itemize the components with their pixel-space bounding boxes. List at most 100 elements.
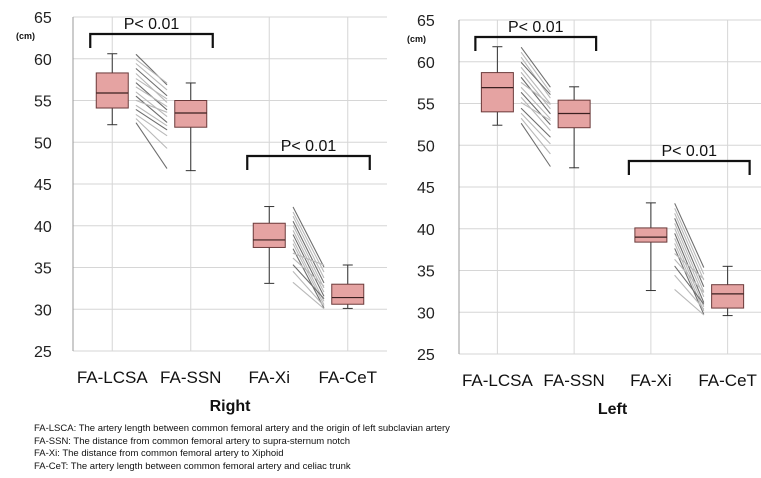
paired-line-0-12 xyxy=(135,109,168,131)
y-tick-label-45: 45 xyxy=(34,177,52,194)
paired-line-0-5 xyxy=(520,72,551,110)
significance-bracket-0 xyxy=(89,32,214,48)
box-3 xyxy=(331,283,365,305)
y-tick-label-55: 55 xyxy=(417,97,435,114)
y-tick-label-55: 55 xyxy=(34,94,52,111)
panel-title: Right xyxy=(210,398,252,415)
paired-line-0-2 xyxy=(520,57,551,99)
paired-line-0-15 xyxy=(135,122,168,169)
paired-line-0-0 xyxy=(520,47,551,88)
paired-line-1-2 xyxy=(292,216,325,279)
category-label-2: FA-Xi xyxy=(248,368,290,387)
paired-line-1-2 xyxy=(674,213,705,281)
paired-line-1-14 xyxy=(674,289,705,316)
paired-line-1-13 xyxy=(674,274,705,310)
paired-line-0-7 xyxy=(520,82,551,105)
category-label-0: FA-LCSA xyxy=(462,371,534,390)
y-tick-label-25: 25 xyxy=(417,347,435,364)
paired-line-1-3 xyxy=(292,221,325,284)
paired-line-1-4 xyxy=(674,223,705,292)
paired-line-0-4 xyxy=(135,73,168,103)
paired-line-1-10 xyxy=(674,253,705,280)
y-axis-unit: (cm) xyxy=(407,34,426,44)
significance-bracket-1 xyxy=(627,159,751,175)
y-tick-label-65: 65 xyxy=(417,13,435,30)
paired-line-0-9 xyxy=(135,95,168,123)
y-tick-label-30: 30 xyxy=(417,305,435,322)
paired-line-1-7 xyxy=(674,238,705,307)
significance-label-1: P< 0.01 xyxy=(661,143,717,160)
paired-line-0-10 xyxy=(520,97,551,131)
significance-label-0: P< 0.01 xyxy=(124,16,180,33)
category-label-1: FA-SSN xyxy=(160,368,221,387)
paired-line-0-8 xyxy=(135,91,168,117)
paired-line-1-7 xyxy=(292,239,325,302)
paired-line-0-15 xyxy=(520,122,551,167)
legend-line-fa-xi: FA-Xi: The distance from common femoral … xyxy=(34,448,284,459)
paired-line-1-1 xyxy=(292,211,325,273)
paired-line-0-1 xyxy=(520,52,551,93)
y-tick-label-60: 60 xyxy=(417,55,435,72)
paired-line-0-3 xyxy=(135,68,168,97)
y-tick-label-35: 35 xyxy=(417,264,435,281)
significance-label-0: P< 0.01 xyxy=(508,19,564,36)
paired-line-0-13 xyxy=(520,112,551,145)
paired-line-1-9 xyxy=(292,248,325,309)
paired-line-1-14 xyxy=(292,281,325,309)
legend-line-fa-ssn: FA-SSN: The distance from common femoral… xyxy=(34,435,351,447)
paired-line-1-5 xyxy=(292,230,325,293)
paired-line-0-2 xyxy=(135,63,168,91)
paired-line-0-9 xyxy=(520,92,551,125)
paired-line-0-5 xyxy=(135,78,168,100)
paired-line-1-8 xyxy=(674,243,705,312)
legend-line-fa-lsca: FA-LSCA: The artery length between commo… xyxy=(34,423,450,434)
paired-line-1-6 xyxy=(674,233,705,303)
paired-line-1-8 xyxy=(292,243,325,305)
y-tick-label-65: 65 xyxy=(34,10,52,27)
paired-line-1-13 xyxy=(292,271,325,307)
y-tick-label-40: 40 xyxy=(34,219,52,236)
paired-line-1-0 xyxy=(292,206,325,268)
y-tick-label-45: 45 xyxy=(417,180,435,197)
box-2 xyxy=(252,222,286,248)
y-tick-label-60: 60 xyxy=(34,52,52,69)
category-label-1: FA-SSN xyxy=(543,371,604,390)
y-tick-label-50: 50 xyxy=(34,135,52,152)
paired-line-1-10 xyxy=(292,252,325,266)
paired-line-1-6 xyxy=(292,234,325,297)
paired-line-1-11 xyxy=(292,257,325,287)
right-panel: 25 30 35 40 45 50 55 60 65 (cm) FA-LCSA FA-SSN FA-Xi… xyxy=(16,10,387,415)
paired-line-0-4 xyxy=(520,67,551,105)
category-label-3: FA-CeT xyxy=(698,371,757,390)
paired-line-1-12 xyxy=(674,265,705,305)
paired-line-1-12 xyxy=(292,264,325,299)
box-1 xyxy=(174,100,208,128)
abbreviation-legend: FA-LSCA: The artery length between commo… xyxy=(34,423,450,473)
paired-line-1-11 xyxy=(674,259,705,293)
box-3 xyxy=(711,284,745,309)
box-2 xyxy=(634,227,668,243)
paired-line-0-1 xyxy=(135,59,168,84)
left-panel: 25 30 35 40 45 50 55 60 65 (cm) FA-LCSA FA-SSN FA-Xi… xyxy=(407,13,761,418)
paired-line-0-11 xyxy=(135,104,168,127)
y-tick-label-40: 40 xyxy=(417,222,435,239)
paired-line-0-10 xyxy=(135,99,168,113)
category-label-2: FA-Xi xyxy=(630,371,672,390)
paired-line-0-12 xyxy=(520,107,551,138)
paired-line-0-13 xyxy=(135,114,168,137)
paired-line-0-8 xyxy=(520,87,551,120)
box-0 xyxy=(95,72,129,109)
legend-line-fa-cet: FA-CeT: The artery length between common… xyxy=(34,460,351,472)
y-tick-label-35: 35 xyxy=(34,261,52,278)
paired-line-1-5 xyxy=(674,228,705,297)
y-tick-label-30: 30 xyxy=(34,302,52,319)
significance-label-1: P< 0.01 xyxy=(281,138,337,155)
paired-line-0-14 xyxy=(520,117,551,155)
y-tick-label-50: 50 xyxy=(417,138,435,155)
paired-line-1-0 xyxy=(674,203,705,268)
paired-line-0-3 xyxy=(520,62,551,95)
significance-bracket-0 xyxy=(474,35,598,51)
paired-line-0-11 xyxy=(520,102,551,121)
box-0 xyxy=(480,72,514,113)
